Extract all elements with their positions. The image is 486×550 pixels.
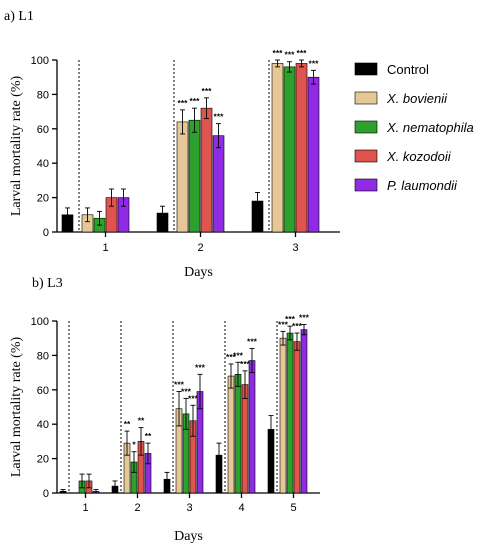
x-tick-label: 3: [292, 242, 298, 254]
x-axis-title: Days: [184, 265, 213, 280]
y-tick-label: 0: [43, 227, 49, 239]
significance-label: ***: [299, 312, 310, 322]
legend-swatch: [354, 149, 378, 163]
legend-label: Control: [387, 62, 429, 77]
legend-label: X. nematophila: [386, 120, 474, 135]
x-tick-label: 3: [186, 502, 192, 514]
legend-swatch: [354, 120, 378, 134]
significance-label: **: [124, 419, 131, 429]
y-tick-label: 20: [37, 193, 49, 205]
panel-a-title: a) L1: [4, 9, 34, 24]
legend-label: X. kozodoii: [386, 149, 452, 164]
y-tick-label: 20: [37, 454, 49, 466]
bar: [295, 63, 308, 233]
significance-label: ***: [202, 86, 213, 96]
x-tick-label: 5: [290, 502, 296, 514]
significance-label: *: [132, 440, 136, 450]
y-tick-label: 60: [37, 124, 49, 136]
significance-label: ***: [181, 386, 192, 396]
panel-a-chart: a) L1 0 20 40 60 80 100 Larval mortality rate (…: [4, 9, 340, 280]
significance-label: ***: [247, 337, 258, 347]
bar: [234, 374, 242, 494]
legend: Control X. bovienii X. nematophila X. kozod…: [354, 62, 474, 193]
significance-label: ***: [273, 48, 284, 58]
bar: [300, 329, 308, 494]
significance-label: ***: [309, 58, 320, 68]
legend-label: P. laumondii: [387, 178, 458, 193]
significance-label: ***: [178, 98, 189, 108]
legend-swatch: [354, 62, 378, 76]
x-tick-label: 1: [82, 502, 88, 514]
y-tick-label: 80: [37, 89, 49, 101]
significance-label: ***: [190, 96, 201, 106]
bar: [283, 66, 296, 233]
significance-label: ***: [240, 359, 251, 369]
y-axis-title: Larval mortality rate (%): [9, 337, 24, 478]
bar: [286, 332, 294, 494]
x-tick-label: 2: [197, 242, 203, 254]
bar: [293, 341, 301, 494]
significance-label: ***: [195, 362, 206, 372]
significance-label: ***: [285, 314, 296, 324]
significance-label: **: [145, 431, 152, 441]
y-tick-label: 60: [37, 385, 49, 397]
bar: [188, 119, 201, 233]
x-tick-label: 1: [102, 242, 108, 254]
bar: [241, 384, 249, 494]
panel-b-title: b) L3: [32, 276, 63, 291]
legend-swatch: [354, 91, 378, 105]
y-tick-label: 100: [31, 55, 49, 67]
panel-b-chart: b) L3 0 20 40 60 80 100 Larval mortality rate (…: [9, 276, 320, 544]
y-axis-title: Larval mortality rate (%): [9, 76, 24, 217]
significance-label: **: [138, 416, 145, 426]
significance-label: ***: [174, 380, 185, 390]
significance-label: ***: [278, 319, 289, 329]
y-tick-label: 80: [37, 350, 49, 362]
bar: [248, 360, 256, 494]
y-tick-label: 40: [37, 158, 49, 170]
y-tick-label: 40: [37, 419, 49, 431]
bar: [271, 63, 284, 233]
x-tick-label: 4: [238, 502, 244, 514]
significance-label: ***: [188, 393, 199, 403]
bar: [279, 337, 287, 494]
bar: [307, 76, 320, 233]
y-tick-label: 0: [43, 488, 49, 500]
bar: [176, 121, 189, 233]
x-axis-title: Days: [174, 529, 203, 544]
significance-label: ***: [297, 48, 308, 58]
legend-label: X. bovienii: [386, 91, 448, 106]
legend-swatch: [354, 178, 378, 192]
bar: [212, 135, 225, 233]
y-tick-label: 100: [31, 316, 49, 328]
significance-label: ***: [214, 112, 225, 122]
bar: [227, 375, 235, 494]
bar: [200, 107, 213, 233]
significance-label: ***: [285, 50, 296, 60]
significance-label: ***: [233, 350, 244, 360]
x-tick-label: 2: [134, 502, 140, 514]
significance-label: ***: [292, 321, 303, 331]
significance-label: ***: [226, 352, 237, 362]
